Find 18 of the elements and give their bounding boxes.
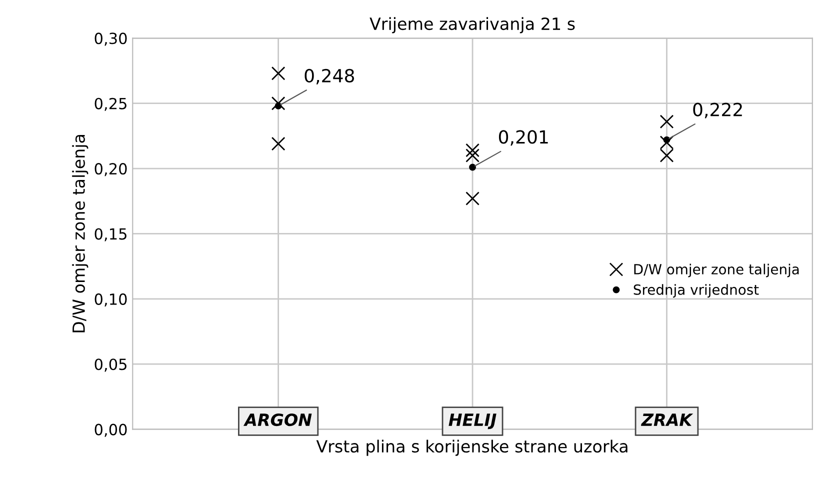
x-tick-label: ARGON (243, 413, 312, 426)
x-axis-title: Vrsta plina s korijenske strane uzorka (316, 440, 628, 456)
legend-label: D/W omjer zone taljenja (634, 264, 799, 278)
y-tick-label: 0,30 (94, 32, 127, 46)
x-tick-label: ZRAK (640, 414, 694, 426)
chart-title: Vrijeme zavarivanja 21 s (370, 17, 575, 34)
data-label: 0,201 (498, 130, 548, 146)
y-tick-label: 0,25 (94, 98, 126, 111)
x-tick-label: HELIJ (448, 414, 496, 430)
data-label: 0,222 (693, 102, 742, 118)
y-tick-label: 0,15 (94, 228, 126, 242)
y-tick-label: 0,00 (94, 424, 127, 437)
legend-label: Srednja vrijednost (634, 284, 759, 298)
y-tick-label: 0,05 (94, 358, 126, 372)
y-axis-title: D/W omjer zone taljenja (72, 135, 88, 332)
y-tick-label: 0,10 (94, 293, 127, 306)
data-label: 0,248 (304, 68, 354, 84)
y-tick-label: 0,20 (94, 163, 127, 176)
